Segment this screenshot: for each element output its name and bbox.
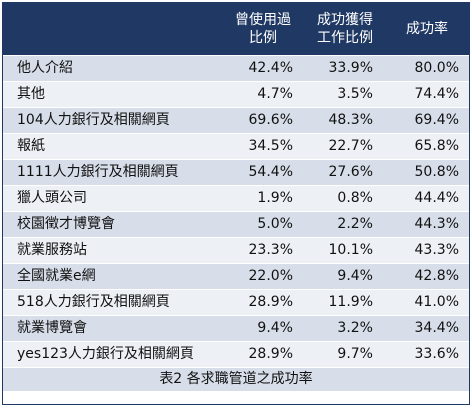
table-row: 其他 4.7% 3.5% 74.4% [3,81,469,108]
job-obtained-ratio-cell: 11.9% [305,289,385,316]
channel-name-cell: 104人力銀行及相關網頁 [3,107,221,134]
success-rate-cell: 80.0% [385,55,469,82]
channel-name-cell: 他人介紹 [3,55,221,82]
channel-name-cell: 報紙 [3,133,221,160]
channel-name-cell: 就業博覽會 [3,315,221,342]
channel-name-cell: 1111人力銀行及相關網頁 [3,159,221,186]
job-obtained-ratio-cell: 33.9% [305,55,385,82]
table-row: 1111人力銀行及相關網頁 54.4% 27.6% 50.8% [3,159,469,186]
channel-name-cell: yes123人力銀行及相關網頁 [3,341,221,367]
header-job-obtained-ratio: 成功獲得 工作比例 [305,3,385,56]
usage-ratio-cell: 28.9% [221,289,305,316]
job-obtained-ratio-cell: 9.7% [305,341,385,367]
success-rate-table-panel: 曾使用過 比例 成功獲得 工作比例 成功率 他人介紹 42.4% 33.9% 80.0… [2,2,470,405]
job-obtained-ratio-cell: 48.3% [305,107,385,134]
table-row: 就業服務站 23.3% 10.1% 43.3% [3,237,469,264]
header-channel [3,3,221,56]
usage-ratio-cell: 54.4% [221,159,305,186]
usage-ratio-cell: 9.4% [221,315,305,342]
job-obtained-ratio-cell: 10.1% [305,237,385,264]
channel-name-cell: 全國就業e網 [3,263,221,290]
usage-ratio-cell: 23.3% [221,237,305,264]
header-job-obtained-line-1: 成功獲得 [317,12,373,28]
table-row: 他人介紹 42.4% 33.9% 80.0% [3,55,469,82]
table-caption: 表2 各求職管道之成功率 [3,367,469,391]
header-success-rate-line-1: 成功率 [406,21,448,37]
channel-name-cell: 其他 [3,81,221,108]
usage-ratio-cell: 4.7% [221,81,305,108]
table-row: yes123人力銀行及相關網頁 28.9% 9.7% 33.6% [3,341,469,367]
success-rate-cell: 50.8% [385,159,469,186]
usage-ratio-cell: 42.4% [221,55,305,82]
channel-name-cell: 518人力銀行及相關網頁 [3,289,221,316]
channel-name-cell: 校園徵才博覽會 [3,211,221,238]
channel-name-cell: 獵人頭公司 [3,185,221,212]
header-usage-ratio: 曾使用過 比例 [221,3,305,56]
header-usage-ratio-line-1: 曾使用過 [235,12,291,28]
success-rate-cell: 41.0% [385,289,469,316]
success-rate-cell: 44.3% [385,211,469,238]
table-row: 獵人頭公司 1.9% 0.8% 44.4% [3,185,469,212]
channel-name-cell: 就業服務站 [3,237,221,264]
usage-ratio-cell: 5.0% [221,211,305,238]
table-row: 518人力銀行及相關網頁 28.9% 11.9% 41.0% [3,289,469,316]
success-rate-cell: 34.4% [385,315,469,342]
usage-ratio-cell: 28.9% [221,341,305,367]
job-obtained-ratio-cell: 9.4% [305,263,385,290]
success-rate-cell: 43.3% [385,237,469,264]
job-obtained-ratio-cell: 0.8% [305,185,385,212]
table-row: 104人力銀行及相關網頁 69.6% 48.3% 69.4% [3,107,469,134]
table-row: 報紙 34.5% 22.7% 65.8% [3,133,469,160]
table-row: 全國就業e網 22.0% 9.4% 42.8% [3,263,469,290]
usage-ratio-cell: 34.5% [221,133,305,160]
job-obtained-ratio-cell: 3.5% [305,81,385,108]
success-rate-cell: 74.4% [385,81,469,108]
header-job-obtained-line-2: 工作比例 [317,30,373,46]
job-obtained-ratio-cell: 3.2% [305,315,385,342]
usage-ratio-cell: 22.0% [221,263,305,290]
usage-ratio-cell: 1.9% [221,185,305,212]
success-rate-cell: 33.6% [385,341,469,367]
success-rate-cell: 65.8% [385,133,469,160]
job-obtained-ratio-cell: 22.7% [305,133,385,160]
success-rate-cell: 69.4% [385,107,469,134]
header-usage-ratio-line-2: 比例 [249,30,277,46]
usage-ratio-cell: 69.6% [221,107,305,134]
success-rate-cell: 42.8% [385,263,469,290]
job-obtained-ratio-cell: 2.2% [305,211,385,238]
table-row: 校園徵才博覽會 5.0% 2.2% 44.3% [3,211,469,238]
header-success-rate: 成功率 [385,3,469,56]
table-row: 就業博覽會 9.4% 3.2% 34.4% [3,315,469,342]
success-rate-cell: 44.4% [385,185,469,212]
table-body: 他人介紹 42.4% 33.9% 80.0% 其他 4.7% 3.5% 74.4% 104人力銀… [3,55,469,367]
table-header-row: 曾使用過 比例 成功獲得 工作比例 成功率 [3,3,469,56]
job-obtained-ratio-cell: 27.6% [305,159,385,186]
success-rate-table: 曾使用過 比例 成功獲得 工作比例 成功率 他人介紹 42.4% 33.9% 80.0… [3,3,469,367]
